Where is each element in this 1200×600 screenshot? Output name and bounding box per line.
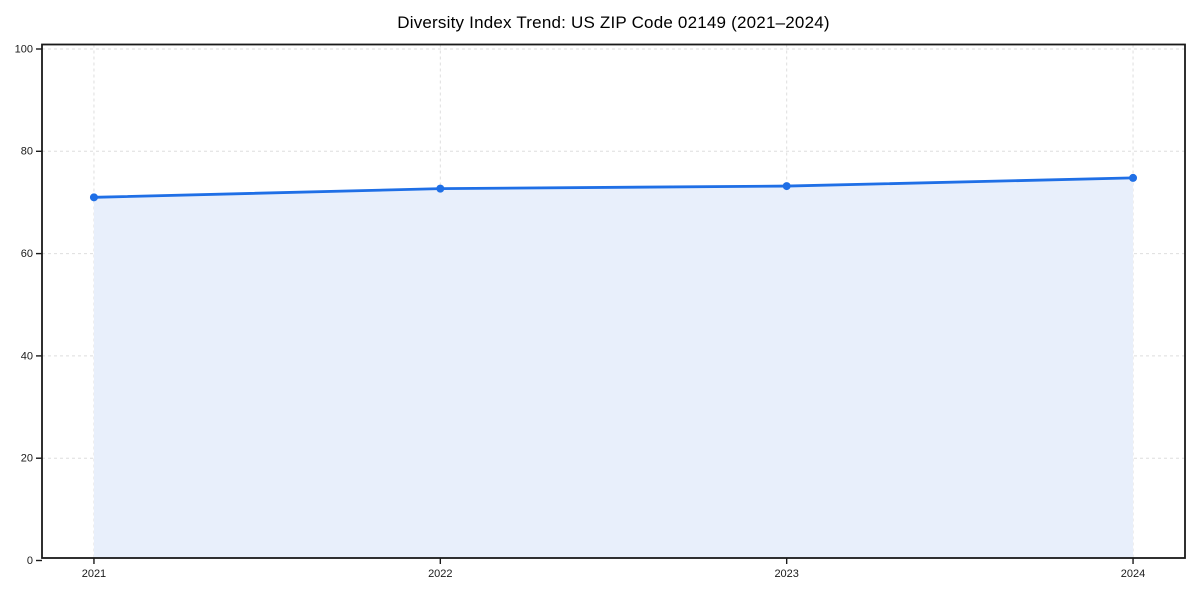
data-point [782,182,791,191]
chart-title: Diversity Index Trend: US ZIP Code 02149… [397,13,830,32]
area-fill [93,177,1134,558]
x-tick-label: 2021 [82,568,106,580]
y-tick-label: 0 [27,555,33,567]
x-tick-label: 2022 [428,568,452,580]
y-tick-label: 60 [21,248,33,260]
trend-line [92,176,1135,199]
y-tick-label: 20 [21,453,33,465]
data-point [89,193,98,202]
y-tick-label: 80 [21,146,33,158]
x-tick-label: 2024 [1121,568,1145,580]
data-point [436,184,445,193]
axes-frame [41,43,1186,559]
data-point [1129,173,1138,182]
y-tick-label: 100 [15,43,33,55]
y-tick-label: 40 [21,350,33,362]
x-tick-label: 2023 [774,568,798,580]
